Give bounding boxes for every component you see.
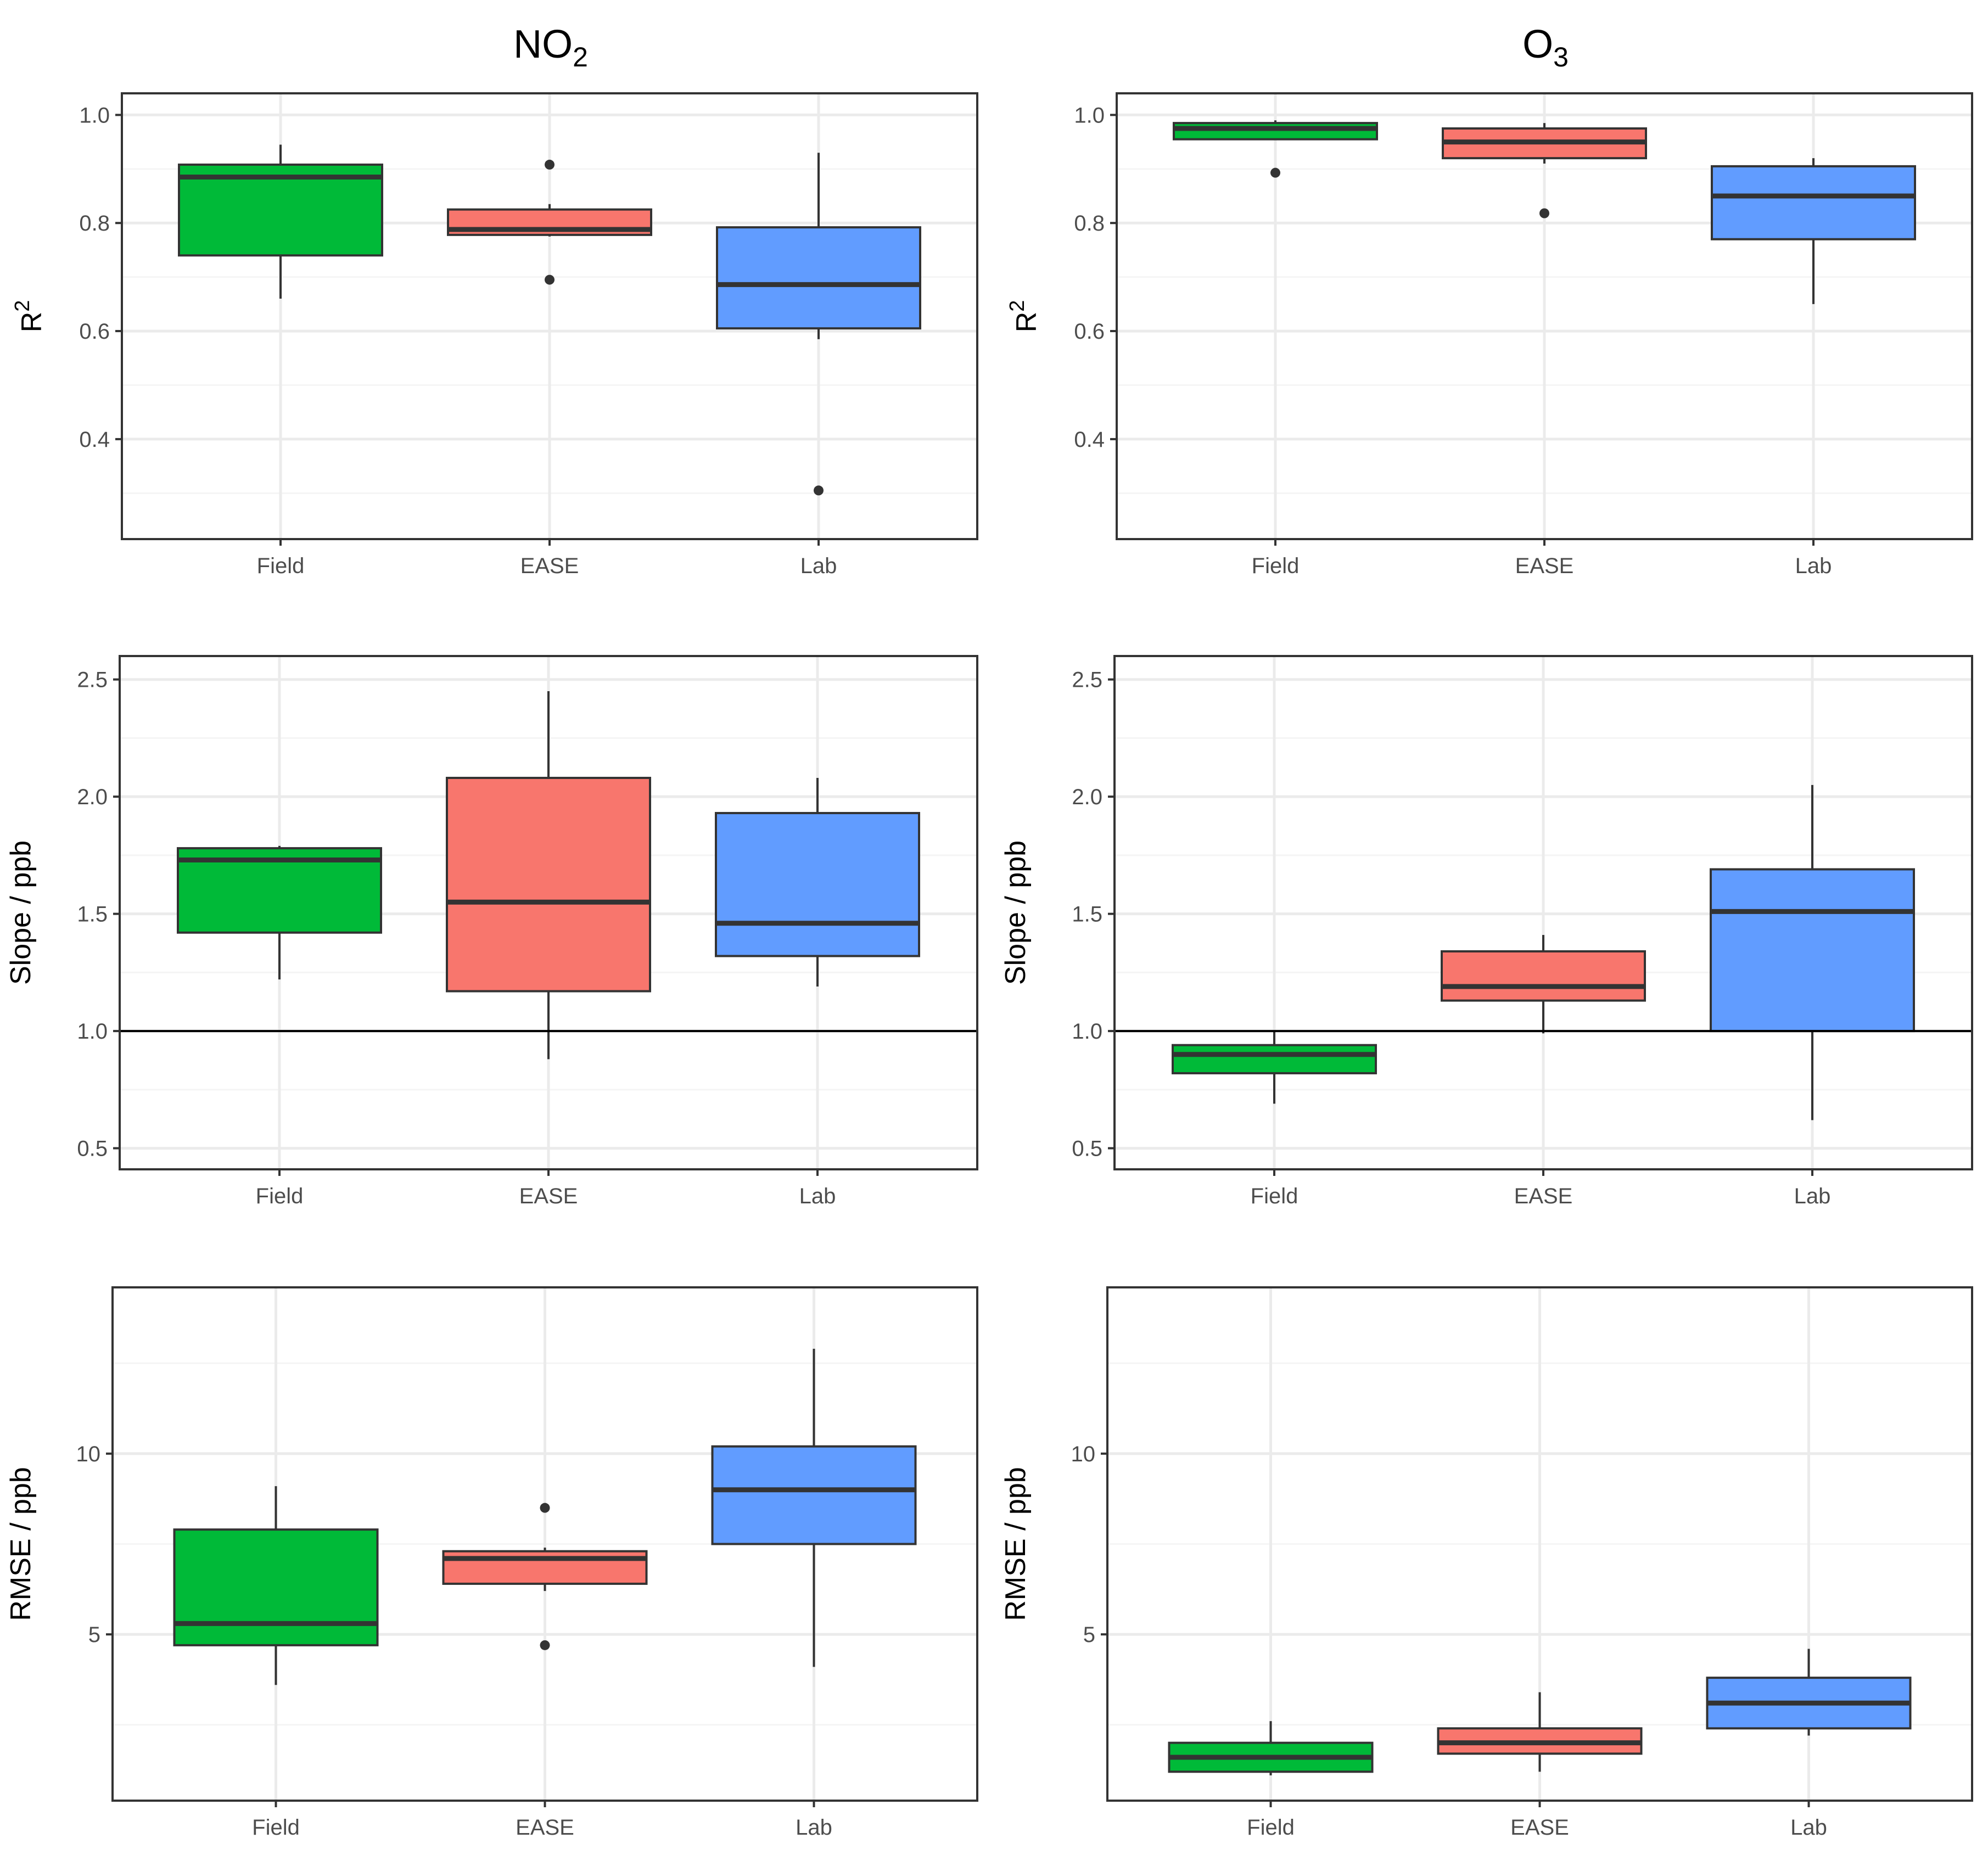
y-tick-label: 1.5	[1072, 903, 1102, 927]
y-axis-title: R2	[11, 300, 48, 333]
x-tick-label: EASE	[1514, 1184, 1573, 1208]
box-rect	[1172, 1044, 1377, 1074]
x-tick-label: EASE	[520, 554, 579, 578]
box-rect	[173, 1528, 379, 1646]
x-tick-label: EASE	[1510, 1815, 1569, 1840]
y-tick-label: 0.6	[79, 320, 110, 344]
y-tick-label: 5	[88, 1623, 100, 1647]
y-tick-label: 2.0	[77, 785, 108, 809]
x-tick-label: Lab	[1790, 1815, 1827, 1840]
y-tick-label: 0.5	[77, 1137, 108, 1161]
box-rect	[715, 812, 920, 957]
y-axis-title: Slope / ppb	[5, 840, 37, 985]
box-rect	[178, 163, 383, 257]
box-rect	[446, 777, 651, 993]
box-rect	[711, 1445, 917, 1545]
panels: 0.4 0.6 0.8 1.0 Field EASE Lab R2 0.4 0.6 0.8 1.0 Fi…	[5, 92, 1973, 1840]
x-tick-label: EASE	[516, 1815, 574, 1840]
column-title-o3: O3	[1522, 23, 1569, 72]
box-lab	[1706, 1649, 1912, 1736]
y-tick-label: 5	[1083, 1623, 1095, 1647]
y-tick-label: 10	[1071, 1442, 1096, 1466]
outlier-point	[1270, 167, 1280, 178]
y-tick-label: 1.0	[1074, 103, 1105, 127]
y-axis-title: Slope / ppb	[1000, 840, 1032, 985]
box-field	[173, 1486, 379, 1685]
box-lab	[711, 1348, 917, 1667]
box-lab	[1711, 158, 1916, 304]
x-tick-label: EASE	[1515, 554, 1574, 578]
box-field	[1173, 120, 1378, 178]
y-tick-label: 0.4	[79, 428, 110, 452]
box-field	[1168, 1721, 1374, 1775]
x-tick-label: Lab	[1795, 554, 1832, 578]
panel-o3-rmse: 5 10 Field EASE Lab RMSE / ppb	[1000, 1286, 1973, 1840]
panel-no2-rmse: 5 10 Field EASE Lab RMSE / ppb	[5, 1286, 978, 1840]
box-rect	[1710, 868, 1915, 1033]
y-tick-label: 0.5	[1072, 1137, 1102, 1161]
box-ease	[447, 159, 652, 285]
y-tick-label: 10	[76, 1442, 101, 1466]
y-axis-title: R2	[1006, 300, 1043, 333]
outlier-point	[814, 485, 824, 496]
box-field	[1172, 1031, 1377, 1104]
y-tick-label: 1.5	[77, 903, 108, 927]
x-tick-label: Field	[257, 554, 305, 578]
box-rect	[1711, 165, 1916, 240]
box-lab	[716, 153, 921, 496]
box-lab	[1710, 784, 1915, 1120]
y-tick-label: 2.5	[77, 668, 108, 692]
box-rect	[716, 226, 921, 330]
box-lab	[715, 778, 920, 987]
y-tick-label: 0.4	[1074, 428, 1105, 452]
y-tick-label: 0.8	[79, 211, 110, 236]
panel-o3-slope: 0.5 1.0 1.5 2.0 2.5 Field EASE Lab Slope / ppb	[1000, 655, 1973, 1208]
column-title-no2: NO2	[513, 23, 588, 72]
box-rect	[1441, 950, 1646, 1002]
box-field	[178, 144, 383, 299]
x-tick-label: Field	[1247, 1815, 1295, 1840]
x-tick-label: Lab	[796, 1815, 832, 1840]
x-tick-label: EASE	[519, 1184, 578, 1208]
y-tick-label: 1.0	[1072, 1019, 1102, 1044]
box-ease	[1441, 935, 1646, 1034]
x-tick-label: Lab	[799, 1184, 836, 1208]
y-tick-label: 2.0	[1072, 785, 1102, 809]
box-ease	[1437, 1692, 1643, 1772]
x-tick-label: Field	[252, 1815, 300, 1840]
y-tick-label: 1.0	[79, 103, 110, 127]
y-tick-label: 1.0	[77, 1019, 108, 1044]
x-tick-label: Field	[1251, 1184, 1298, 1208]
panel-o3-r2: 0.4 0.6 0.8 1.0 Field EASE Lab R2	[1006, 92, 1973, 578]
y-tick-label: 2.5	[1072, 668, 1102, 692]
outlier-point	[1539, 208, 1549, 218]
box-rect	[1173, 122, 1378, 141]
outlier-point	[540, 1640, 550, 1650]
box-field	[177, 845, 382, 980]
box-ease	[446, 691, 651, 1060]
x-tick-label: Lab	[800, 554, 837, 578]
y-axis-title: RMSE / ppb	[5, 1467, 37, 1621]
outlier-point	[545, 159, 555, 170]
y-axis-title: RMSE / ppb	[1000, 1467, 1032, 1621]
y-tick-label: 0.8	[1074, 211, 1105, 236]
box-ease	[442, 1503, 648, 1650]
y-tick-label: 0.6	[1074, 320, 1105, 344]
outlier-point	[545, 274, 555, 285]
x-tick-label: Field	[1252, 554, 1300, 578]
outlier-point	[540, 1503, 550, 1513]
panel-no2-slope: 0.5 1.0 1.5 2.0 2.5 Field EASE Lab Slope / ppb	[5, 655, 978, 1208]
x-tick-label: Lab	[1794, 1184, 1831, 1208]
box-ease	[1442, 123, 1647, 218]
x-tick-label: Field	[256, 1184, 304, 1208]
panel-no2-r2: 0.4 0.6 0.8 1.0 Field EASE Lab R2	[11, 92, 978, 578]
